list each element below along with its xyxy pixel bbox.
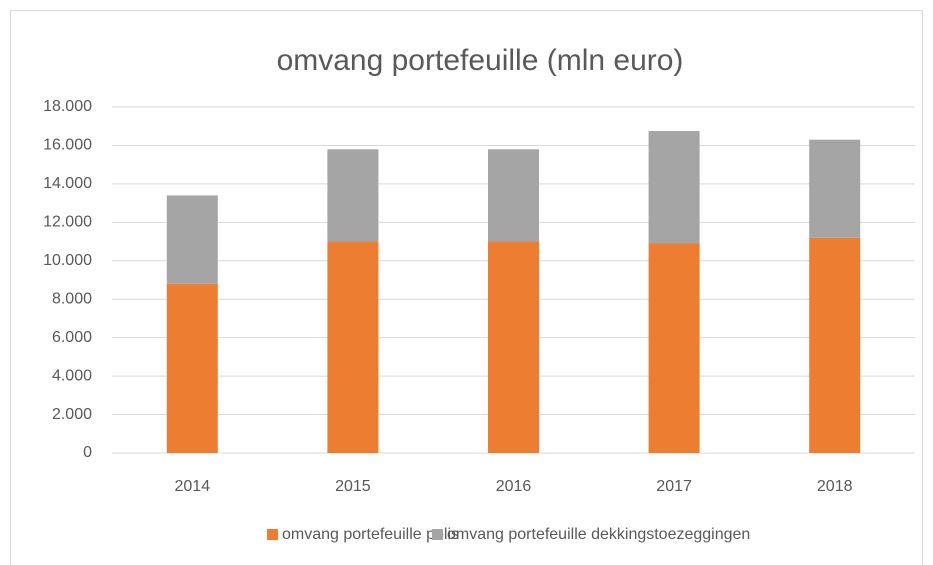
y-tick-label: 10.000	[43, 252, 92, 269]
legend-label: omvang portefeuille polis	[282, 526, 459, 543]
x-tick-label: 2017	[656, 478, 692, 495]
y-tick-label: 16.000	[43, 137, 92, 154]
bar-segment	[488, 241, 539, 453]
bar-segment	[327, 241, 379, 453]
x-tick-label: 2014	[175, 478, 211, 495]
y-tick-label: 12.000	[43, 214, 92, 231]
y-tick-label: 4.000	[52, 367, 92, 384]
legend-swatch	[267, 529, 278, 540]
bar-segment	[809, 237, 861, 453]
bar-segment	[809, 139, 861, 238]
legend-label: omvang portefeuille dekkingstoezeggingen	[447, 526, 750, 543]
chart-frame	[10, 10, 923, 565]
x-tick-label: 2016	[496, 478, 532, 495]
bar-segment	[488, 149, 539, 242]
bar-segment	[166, 195, 218, 284]
bar-segment	[166, 283, 218, 453]
x-tick-label: 2015	[335, 478, 371, 495]
legend-swatch	[432, 529, 443, 540]
bar-segment	[327, 149, 379, 242]
x-tick-label: 2018	[817, 478, 853, 495]
y-tick-label: 8.000	[52, 290, 92, 307]
y-tick-label: 14.000	[43, 175, 92, 192]
bar-segment	[648, 243, 700, 453]
y-tick-label: 18.000	[43, 98, 92, 115]
y-tick-label: 0	[83, 444, 92, 461]
y-tick-label: 2.000	[52, 406, 92, 423]
bar-segment	[648, 131, 700, 244]
chart-title: omvang portefeuille (mln euro)	[277, 44, 684, 77]
y-tick-label: 6.000	[52, 329, 92, 346]
